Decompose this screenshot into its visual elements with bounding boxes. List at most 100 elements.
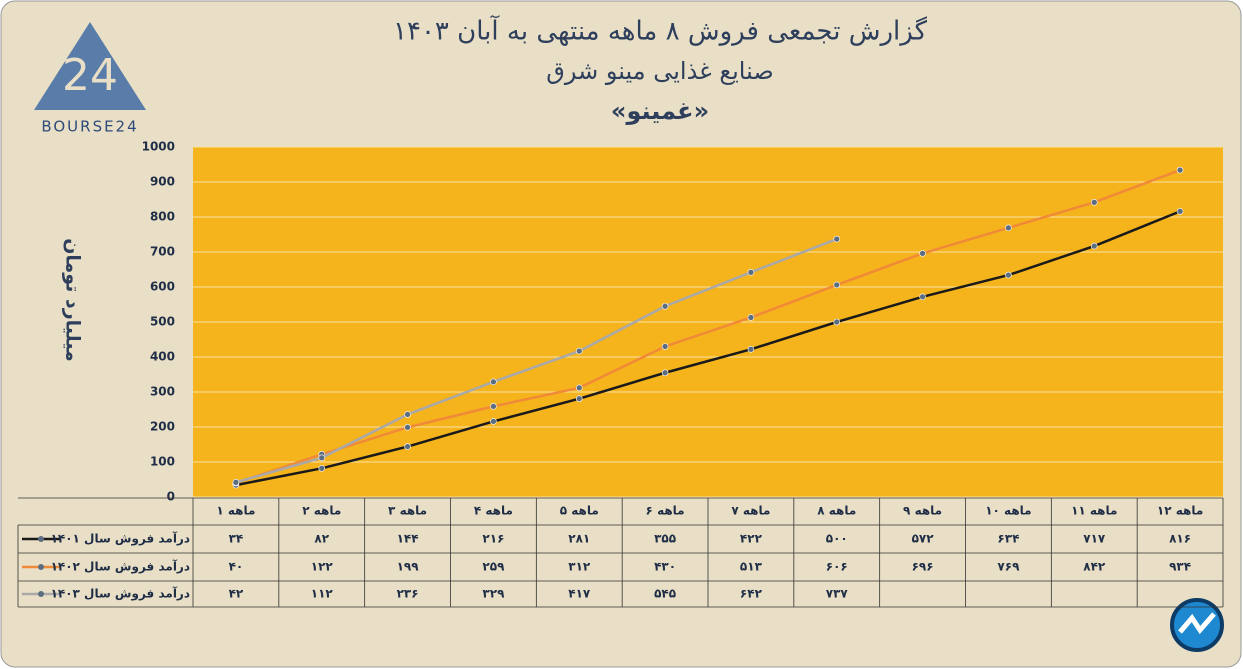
data-point — [1176, 208, 1184, 215]
table-value: ۲۳۶ — [397, 587, 419, 601]
data-point — [575, 347, 583, 355]
series-line — [235, 210, 1181, 487]
y-tick-label: 900 — [150, 175, 175, 189]
legend-label: درآمد فروش سال ۱۴۰۱ — [51, 531, 190, 547]
svg-text:24: 24 — [62, 50, 118, 101]
table-value: ۵۷۲ — [912, 532, 935, 546]
x-tick-label: ۱۰ ماهه — [985, 504, 1031, 518]
x-tick-label: ۹ ماهه — [903, 504, 942, 518]
data-point — [1090, 242, 1098, 250]
data-point — [490, 378, 497, 386]
data-point — [318, 464, 326, 472]
table-value: ۱۹۹ — [397, 560, 420, 574]
table-value: ۶۹۶ — [912, 560, 934, 574]
table-value: ۲۵۹ — [482, 560, 505, 574]
table-value: ۴۳۰ — [654, 560, 676, 574]
trend-icon — [1170, 598, 1224, 652]
y-tick-label: 400 — [150, 350, 175, 364]
data-point — [747, 268, 755, 276]
logo-text: BOURSE24 — [41, 118, 138, 136]
data-point — [404, 443, 411, 450]
y-tick-label: 100 — [150, 455, 175, 469]
data-point — [1090, 199, 1098, 206]
data-point — [318, 454, 326, 462]
x-tick-label: ۶ ماهه — [646, 504, 685, 518]
table-value: ۶۰۶ — [826, 560, 848, 574]
series-line — [235, 168, 1181, 485]
legend-swatch — [38, 536, 44, 542]
table-value: ۳۱۲ — [568, 560, 591, 574]
data-point — [747, 314, 755, 321]
table-value: ۷۱۷ — [1083, 532, 1106, 546]
legend-label: درآمد فروش سال ۱۴۰۲ — [51, 559, 190, 575]
table-value: ۸۴۲ — [1083, 560, 1106, 574]
chart-title: گزارش تجمعی فروش ۸ ماهه منتهی به آبان ۱۴… — [393, 15, 928, 47]
data-point — [919, 250, 926, 257]
table-value: ۸۱۶ — [1169, 532, 1191, 546]
data-point — [404, 411, 411, 418]
series-line — [235, 237, 838, 484]
table-value: ۳۵۵ — [654, 532, 676, 546]
y-tick-label: 800 — [150, 210, 175, 224]
table-value: ۷۳۷ — [826, 587, 849, 601]
table-value: ۷۶۹ — [997, 560, 1020, 574]
table-value: ۳۲۹ — [482, 587, 505, 601]
table-value: ۴۰ — [229, 560, 244, 574]
data-point — [919, 293, 926, 301]
y-axis-label: میلیارد تومان — [62, 238, 84, 362]
data-point — [404, 424, 411, 431]
y-tick-label: 500 — [150, 315, 175, 329]
x-tick-label: ۸ ماهه — [817, 504, 856, 518]
table-value: ۵۰۰ — [826, 532, 848, 546]
x-tick-label: ۱۱ ماهه — [1071, 504, 1117, 518]
data-point — [490, 403, 497, 410]
table-value: ۲۸۱ — [568, 532, 590, 546]
data-point — [661, 302, 669, 310]
table-value: ۶۳۴ — [997, 532, 1019, 546]
data-point — [661, 343, 669, 350]
legend-label: درآمد فروش سال ۱۴۰۳ — [51, 586, 190, 602]
data-point — [1005, 224, 1012, 232]
data-point — [661, 369, 669, 377]
table-value: ۵۴۵ — [654, 587, 676, 601]
legend-swatch — [38, 591, 44, 597]
x-tick-label: ۲ ماهه — [302, 504, 341, 518]
table-value: ۴۲۲ — [740, 532, 763, 546]
x-tick-label: ۵ ماهه — [560, 504, 599, 518]
table-value: ۸۲ — [314, 532, 329, 546]
y-tick-label: 1000 — [142, 140, 175, 154]
data-point — [1176, 166, 1184, 174]
data-point — [747, 345, 755, 353]
table-value: ۵۱۳ — [740, 560, 763, 574]
data-point — [833, 235, 841, 243]
data-point — [575, 384, 583, 392]
table-value: ۱۴۴ — [397, 532, 419, 546]
x-tick-label: ۳ ماهه — [388, 504, 427, 518]
table-value: ۹۳۴ — [1169, 560, 1191, 574]
data-point — [232, 478, 240, 486]
data-point — [833, 281, 841, 289]
y-tick-label: 200 — [150, 420, 175, 434]
x-tick-label: ۱ ماهه — [216, 504, 255, 518]
table-value: ۲۱۶ — [482, 532, 504, 546]
data-point — [1005, 271, 1012, 279]
y-tick-label: 0 — [167, 490, 175, 504]
y-tick-label: 300 — [150, 385, 175, 399]
table-value: ۴۲ — [229, 587, 244, 601]
table-value: ۴۱۷ — [568, 587, 591, 601]
x-tick-label: ۴ ماهه — [474, 504, 513, 518]
table-value: ۶۴۲ — [740, 587, 763, 601]
data-point — [833, 318, 841, 326]
y-tick-label: 600 — [150, 280, 175, 294]
data-point — [575, 395, 583, 402]
subtitle: «غمینو» — [611, 97, 709, 125]
y-tick-label: 700 — [150, 245, 175, 259]
logo: 24 BOURSE24 — [34, 22, 146, 136]
subtitle: صنایع غذایی مینو شرق — [546, 57, 773, 85]
x-tick-label: ۷ ماهه — [731, 504, 770, 518]
data-point — [490, 418, 497, 425]
legend-swatch — [38, 564, 44, 570]
table-value: ۱۲۲ — [311, 560, 334, 574]
table-value: ۳۴ — [229, 532, 244, 546]
